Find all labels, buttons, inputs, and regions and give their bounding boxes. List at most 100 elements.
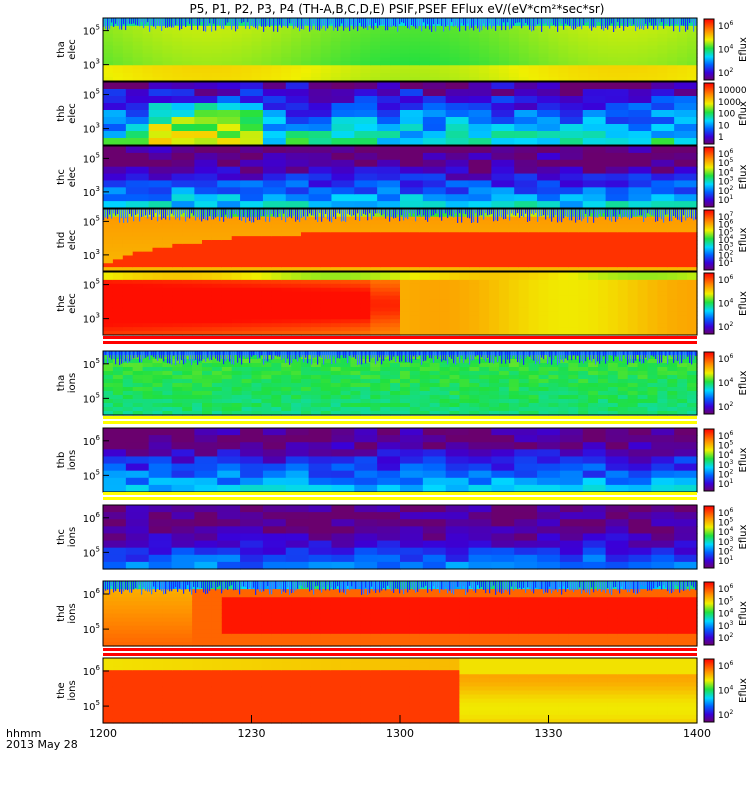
heatmap-cell	[518, 29, 530, 35]
heatmap-cell	[687, 391, 698, 396]
heatmap-cell	[588, 295, 599, 301]
heatmap-cell	[112, 37, 124, 43]
heatmap-cell	[588, 267, 599, 272]
heatmap-cell	[578, 259, 589, 264]
heatmap-cell	[607, 303, 619, 309]
heatmap-cell	[409, 220, 421, 226]
heatmap-cell	[301, 228, 312, 233]
heatmap-cell	[479, 29, 490, 35]
heatmap-cell	[370, 363, 381, 368]
heatmap-cell	[637, 247, 649, 253]
heatmap-cell	[419, 232, 431, 237]
heatmap-cell	[687, 220, 698, 226]
heatmap-cell	[439, 255, 451, 260]
heatmap-cell	[409, 383, 421, 388]
heatmap-cell	[528, 272, 540, 277]
colorbar	[703, 209, 715, 271]
heatmap-cell	[152, 65, 163, 70]
heatmap-cell	[677, 212, 688, 218]
heatmap-cell	[598, 255, 609, 260]
heatmap-cell	[508, 73, 520, 78]
heatmap-cell	[291, 379, 302, 384]
heatmap-cell	[291, 41, 302, 47]
heatmap-cell	[514, 117, 538, 125]
heatmap-cell	[340, 411, 352, 416]
heatmap-cell	[449, 21, 460, 27]
heatmap-cell	[489, 41, 500, 47]
heatmap-cell	[103, 287, 114, 293]
heatmap-cell	[251, 279, 262, 285]
heatmap-cell	[459, 251, 470, 257]
heatmap-cell	[607, 403, 619, 408]
heatmap-cell	[241, 351, 253, 356]
heatmap-cell	[360, 69, 371, 74]
heatmap-cell	[657, 57, 668, 62]
heatmap-cell	[152, 45, 163, 51]
spike-mark	[535, 209, 537, 214]
heatmap-cell	[617, 371, 629, 376]
heatmap-cell	[162, 279, 173, 285]
heatmap-cell	[667, 251, 678, 257]
heatmap-cell	[598, 240, 609, 245]
heatmap-cell	[271, 291, 282, 297]
spike-mark	[537, 209, 539, 222]
spike-mark	[151, 351, 153, 356]
heatmap-cell	[202, 387, 213, 392]
spike-mark	[145, 209, 147, 216]
spike-mark	[619, 18, 621, 28]
heatmap-cell	[291, 351, 302, 356]
heatmap-cell	[340, 299, 352, 305]
heatmap-cell	[171, 180, 195, 188]
spike-mark	[695, 209, 697, 220]
heatmap-cell	[261, 21, 272, 27]
heatmap-cell	[202, 77, 213, 82]
heatmap-cell	[103, 251, 114, 257]
heatmap-cell	[240, 131, 264, 139]
heatmap-cell	[271, 331, 282, 336]
heatmap-cell	[657, 411, 668, 416]
heatmap-cell	[310, 279, 322, 285]
heatmap-cell	[103, 299, 114, 305]
spike-mark	[189, 209, 191, 219]
heatmap-cell	[241, 73, 253, 78]
heatmap-cell	[320, 391, 332, 396]
heatmap-cell	[122, 387, 134, 392]
heatmap-cell	[647, 73, 658, 78]
heatmap-cell	[350, 65, 361, 70]
heatmap-cell	[459, 283, 470, 289]
heatmap-cell	[291, 399, 302, 404]
heatmap-cell	[221, 224, 233, 229]
spike-mark	[331, 209, 333, 223]
heatmap-cell	[211, 267, 223, 272]
heatmap-cell	[605, 131, 630, 139]
spike-mark	[345, 209, 347, 222]
spike-mark	[621, 209, 623, 219]
spike-mark	[501, 209, 503, 218]
colorbar-label: Eflux	[738, 37, 749, 62]
heatmap-cell	[514, 124, 538, 132]
heatmap-cell	[508, 327, 520, 332]
heatmap-cell	[112, 65, 124, 70]
heatmap-cell	[647, 279, 658, 285]
heatmap-cell	[370, 247, 381, 253]
heatmap-cell	[647, 355, 658, 360]
heatmap-cell	[211, 263, 223, 268]
heatmap-cell	[598, 57, 609, 62]
heatmap-cell	[598, 359, 609, 364]
heatmap-cell	[172, 383, 183, 388]
heatmap-cell	[231, 240, 243, 245]
heatmap-cell	[132, 407, 144, 412]
heatmap-cell	[148, 131, 173, 139]
heatmap-cell	[400, 232, 411, 237]
heatmap-cell	[152, 371, 163, 376]
heatmap-cell	[674, 180, 698, 188]
heatmap-cell	[578, 299, 589, 305]
heatmap-cell	[667, 375, 678, 380]
heatmap-cell	[390, 61, 401, 66]
heatmap-cell	[182, 247, 193, 253]
heatmap-cell	[354, 166, 378, 175]
heatmap-cell	[508, 240, 520, 245]
spike-mark	[439, 18, 441, 25]
heatmap-cell	[251, 53, 262, 58]
heatmap-cell	[291, 45, 302, 51]
